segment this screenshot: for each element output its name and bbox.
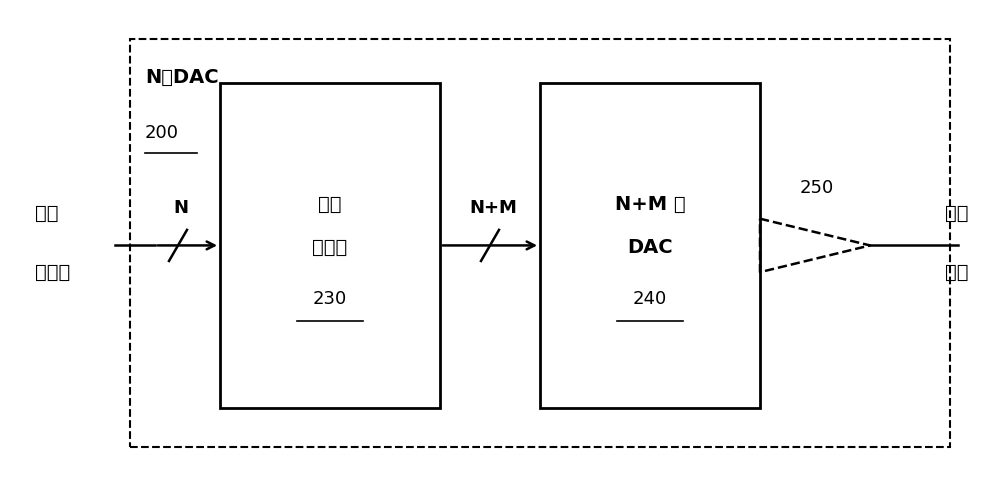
Text: DAC: DAC bbox=[627, 238, 673, 258]
Text: 230: 230 bbox=[313, 290, 347, 308]
Text: N+M: N+M bbox=[469, 199, 517, 217]
Text: N位DAC: N位DAC bbox=[145, 68, 219, 87]
Text: 模拟: 模拟 bbox=[944, 204, 968, 224]
Text: 输出: 输出 bbox=[944, 262, 968, 282]
Text: N: N bbox=[174, 199, 188, 217]
Text: 输入码: 输入码 bbox=[35, 262, 70, 282]
Text: N+M 位: N+M 位 bbox=[615, 194, 685, 214]
Text: 代码: 代码 bbox=[318, 194, 342, 214]
Bar bbox=[220, 83, 440, 408]
Bar bbox=[540, 83, 760, 408]
Text: 200: 200 bbox=[145, 124, 179, 142]
Text: 校正器: 校正器 bbox=[312, 238, 348, 258]
Text: 数字: 数字 bbox=[35, 204, 58, 224]
Text: 250: 250 bbox=[800, 179, 834, 197]
Bar bbox=[130, 39, 950, 447]
Text: 240: 240 bbox=[633, 290, 667, 308]
